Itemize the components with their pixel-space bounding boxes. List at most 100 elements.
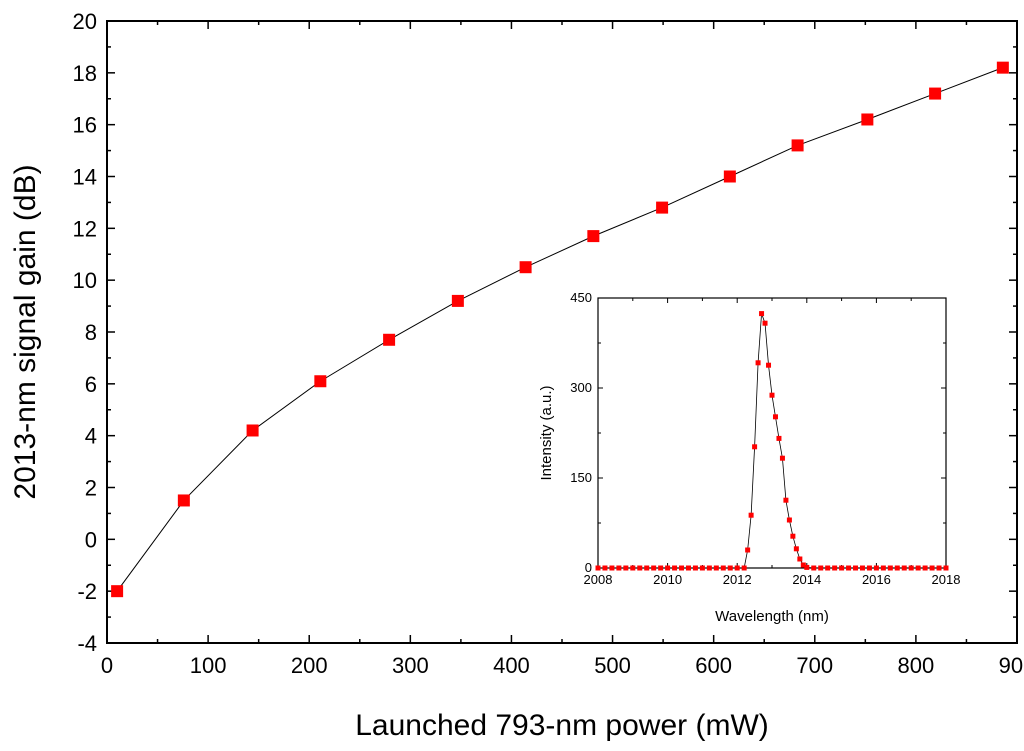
main-x-tick-label: 400 (493, 653, 530, 678)
inset-data-point (853, 565, 859, 571)
inset-data-point (748, 512, 754, 518)
main-x-tick-label: 600 (695, 653, 732, 678)
inset-y-tick-label: 0 (585, 560, 592, 575)
inset-data-point (630, 565, 636, 571)
main-series-line (116, 67, 1004, 592)
main-x-tick-label: 500 (594, 653, 631, 678)
inset-y-tick-label: 300 (570, 380, 592, 395)
main-data-point (519, 261, 532, 274)
main-data-point (383, 333, 396, 346)
inset-data-point (800, 562, 806, 568)
inset-data-point (901, 565, 907, 571)
main-data-point (791, 139, 804, 152)
inset-series-line (598, 313, 946, 569)
main-y-tick-label: 2 (85, 476, 97, 501)
main-data-point (656, 201, 669, 214)
inset-data-point (609, 565, 615, 571)
main-y-tick-label: 12 (73, 216, 97, 241)
main-y-tick-label: 20 (73, 9, 97, 34)
inset-data-point (720, 565, 726, 571)
inset-data-point (706, 565, 712, 571)
inset-data-point (880, 565, 886, 571)
inset-data-point (818, 565, 824, 571)
inset-data-point (779, 455, 785, 461)
main-y-tick-label: 6 (85, 372, 97, 397)
main-data-point (177, 494, 190, 507)
main-y-tick-label: -4 (77, 631, 97, 656)
inset-x-axis-label: Wavelength (nm) (715, 608, 829, 625)
inset-data-point (908, 565, 914, 571)
main-y-axis-label: 2013-nm signal gain (dB) (9, 164, 42, 499)
inset-data-point (797, 556, 803, 562)
inset-data-point (936, 565, 942, 571)
inset-data-point (651, 565, 657, 571)
inset-data-point (793, 546, 799, 552)
inset-data-point (745, 547, 751, 553)
inset-plot-frame (597, 297, 947, 569)
inset-data-point (692, 565, 698, 571)
inset-data-point (922, 565, 928, 571)
main-data-point (246, 424, 259, 437)
inset-x-tick-label: 2012 (723, 572, 752, 587)
inset-data-point (644, 565, 650, 571)
main-data-point (861, 113, 874, 126)
inset-data-point (839, 565, 845, 571)
inset-data-point (804, 564, 810, 570)
main-x-tick-label: 0 (101, 653, 113, 678)
inset-x-tick-label: 2014 (792, 572, 821, 587)
inset-x-tick-label: 2018 (932, 572, 961, 587)
inset-data-point (672, 565, 678, 571)
inset-y-tick-label: 150 (570, 470, 592, 485)
inset-data-point (616, 565, 622, 571)
inset-data-point (769, 392, 775, 398)
inset-data-point (734, 565, 740, 571)
inset-data-point (759, 311, 765, 317)
main-series-points (111, 61, 1009, 598)
inset-data-point (859, 565, 865, 571)
inset-data-point (679, 565, 685, 571)
main-y-tick-label: 10 (73, 268, 97, 293)
inset-data-point (602, 565, 608, 571)
main-data-point (587, 230, 600, 243)
inset-y-axis-label: Intensity (a.u.) (538, 385, 555, 480)
main-x-tick-label: 100 (190, 653, 227, 678)
main-data-point (929, 87, 942, 100)
main-series-path (116, 67, 1004, 592)
inset-data-point (894, 565, 900, 571)
inset-data-point (772, 414, 778, 420)
main-data-point (451, 294, 464, 307)
inset-data-point (727, 565, 733, 571)
main-chart: 0100200300400500600700800900-4-202468101… (9, 9, 1024, 742)
inset-data-point (665, 565, 671, 571)
main-x-tick-label: 300 (392, 653, 429, 678)
main-x-tick-label: 200 (291, 653, 328, 678)
inset-data-point (832, 565, 838, 571)
inset-data-point (658, 565, 664, 571)
inset-x-tick-label: 2010 (653, 572, 682, 587)
main-ticks: 0100200300400500600700800900-4-202468101… (73, 9, 1024, 678)
inset-data-point (783, 497, 789, 503)
main-y-tick-label: 16 (73, 113, 97, 138)
inset-data-point (929, 565, 935, 571)
inset-series-points (595, 311, 949, 571)
inset-y-tick-label: 450 (570, 290, 592, 305)
main-x-tick-label: 700 (796, 653, 833, 678)
main-x-tick-label: 800 (898, 653, 935, 678)
inset-data-point (713, 565, 719, 571)
inset-data-point (762, 320, 768, 326)
inset-ticks: 2008 2010 2012 2014 2016 2018 0 150 300 450 (570, 290, 960, 587)
inset-data-point (811, 565, 817, 571)
main-y-tick-label: -2 (77, 579, 97, 604)
inset-data-point (741, 565, 747, 571)
main-y-tick-label: 0 (85, 527, 97, 552)
main-data-point (314, 375, 327, 388)
inset-chart: 2008 2010 2012 2014 2016 2018 0 150 300 450 Wavel… (538, 290, 960, 625)
inset-data-point (866, 565, 872, 571)
inset-data-point (943, 565, 949, 571)
inset-data-point (846, 565, 852, 571)
inset-data-point (790, 533, 796, 539)
inset-data-point (752, 444, 758, 450)
inset-data-point (776, 435, 782, 441)
main-data-point (996, 61, 1009, 74)
